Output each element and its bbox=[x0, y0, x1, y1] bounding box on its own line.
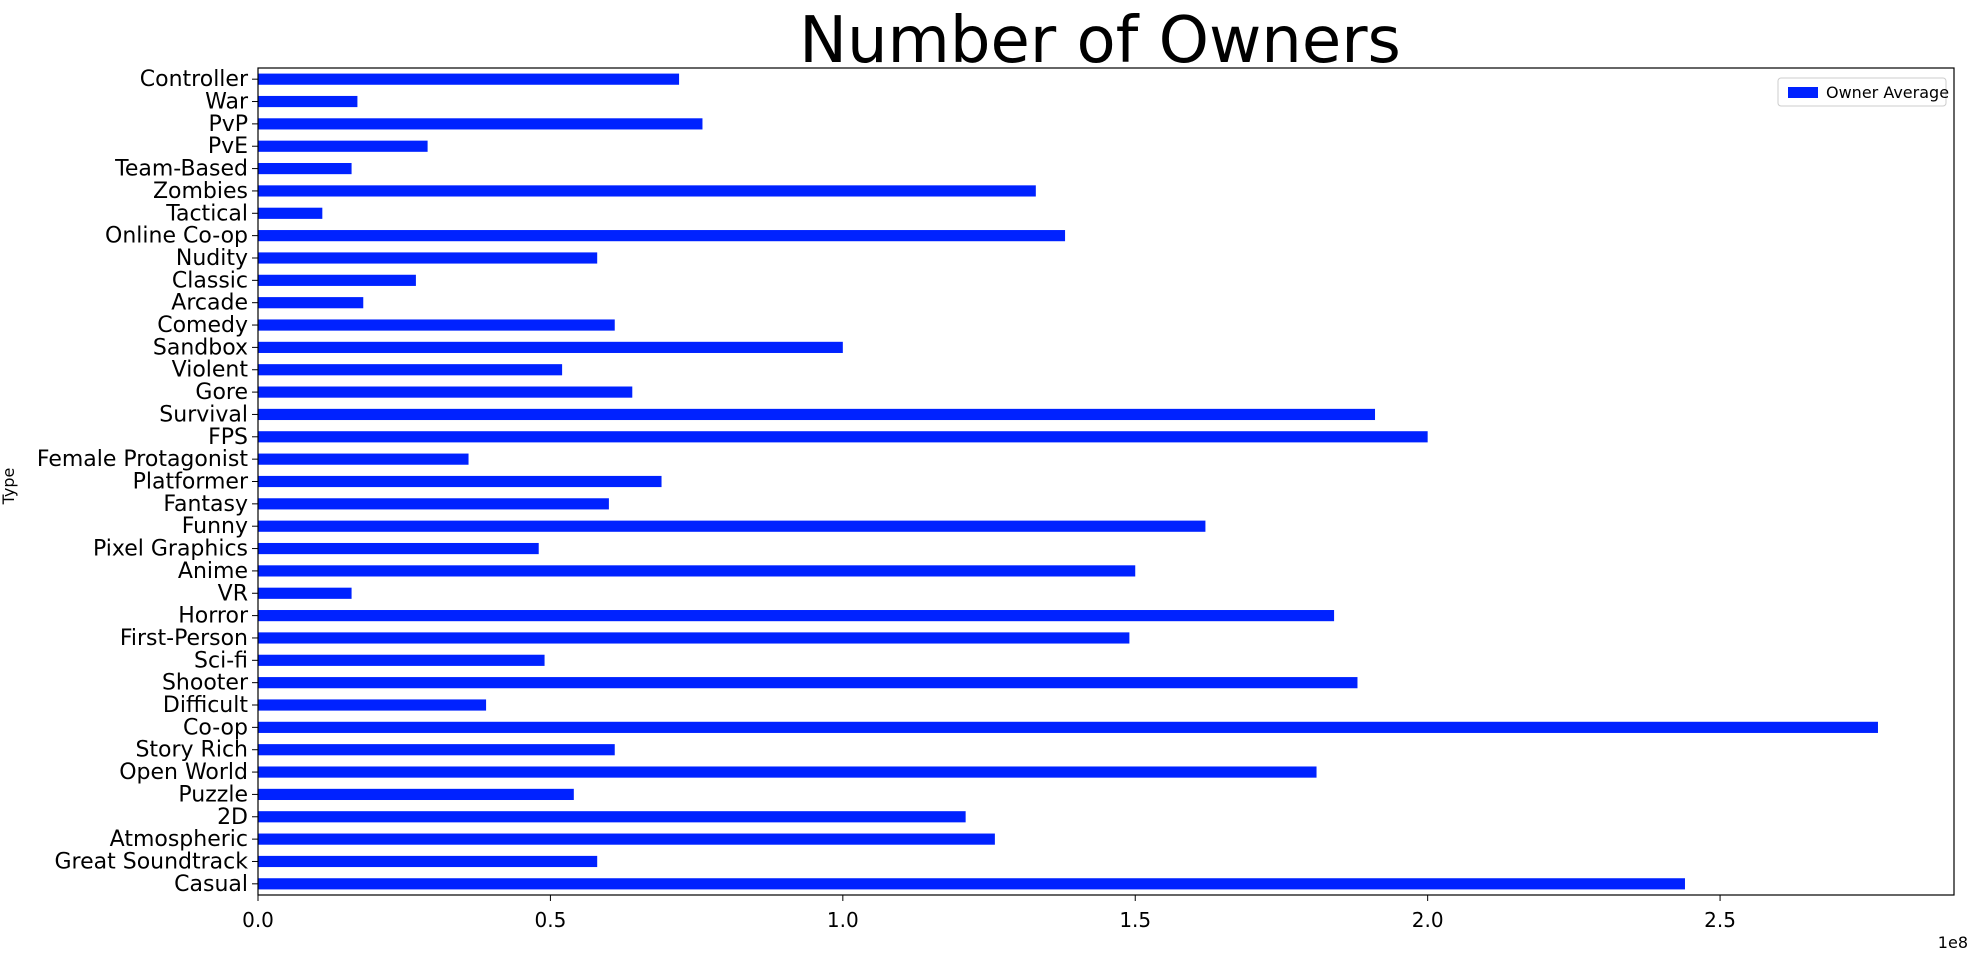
category-label-casual: Casual bbox=[174, 872, 248, 897]
category-label-open-world: Open World bbox=[119, 760, 248, 785]
bar-fantasy bbox=[258, 498, 609, 510]
bar-survival bbox=[258, 408, 1376, 421]
category-label-first-person: First-Person bbox=[120, 626, 248, 651]
bar-casual bbox=[258, 878, 1685, 890]
category-label-platformer: Platformer bbox=[133, 470, 249, 495]
category-label-difficult: Difficult bbox=[163, 693, 248, 718]
bar-controller bbox=[258, 73, 680, 85]
x-tick-label: 0.0 bbox=[242, 908, 274, 932]
category-label-sci-fi: Sci-fi bbox=[194, 648, 248, 673]
category-label-controller: Controller bbox=[140, 67, 249, 92]
x-tick-label: 2.0 bbox=[1412, 908, 1444, 932]
bar-horror bbox=[258, 610, 1335, 622]
bar-story-rich bbox=[258, 744, 615, 756]
bar-pvp bbox=[258, 118, 703, 130]
category-label-zombies: Zombies bbox=[153, 179, 248, 204]
bar-female-protagonist bbox=[258, 453, 469, 465]
bar-online-co-op bbox=[258, 230, 1066, 242]
x-axis-scale-label: 1e8 bbox=[1938, 933, 1968, 952]
bar-nudity bbox=[258, 252, 598, 264]
category-label-puzzle: Puzzle bbox=[178, 782, 248, 807]
legend: Owner Average bbox=[1777, 77, 1949, 107]
bar-pve bbox=[258, 140, 428, 152]
bar-difficult bbox=[258, 699, 487, 711]
category-label-violent: Violent bbox=[172, 358, 249, 383]
x-ticks-group: 0.0 0.5 1.0 1.5 2.0 2.5 bbox=[242, 895, 1736, 932]
bar-violent bbox=[258, 364, 563, 376]
category-label-female-protagonist: Female Protagonist bbox=[37, 447, 248, 472]
bar-first-person bbox=[258, 632, 1130, 644]
category-label-team-based: Team-Based bbox=[114, 157, 248, 182]
bar-2d bbox=[258, 811, 966, 823]
category-label-pve: PvE bbox=[208, 134, 248, 159]
bar-sci-fi bbox=[258, 654, 545, 666]
category-label-great-soundtrack: Great Soundtrack bbox=[54, 849, 248, 874]
category-label-gore: Gore bbox=[195, 380, 248, 405]
category-label-shooter: Shooter bbox=[162, 671, 249, 696]
category-label-2d: 2D bbox=[217, 805, 248, 830]
legend-swatch bbox=[1788, 87, 1818, 98]
category-label-pixel-graphics: Pixel Graphics bbox=[93, 537, 248, 562]
category-label-tactical: Tactical bbox=[165, 201, 248, 226]
bars-group bbox=[258, 73, 1878, 890]
category-label-nudity: Nudity bbox=[176, 246, 248, 271]
category-label-fantasy: Fantasy bbox=[163, 492, 248, 517]
category-label-vr: VR bbox=[218, 581, 248, 606]
bar-co-op bbox=[258, 721, 1878, 733]
bar-comedy bbox=[258, 319, 615, 331]
bar-team-based bbox=[258, 162, 352, 175]
category-label-war: War bbox=[205, 90, 249, 115]
bar-fps bbox=[258, 431, 1428, 443]
category-label-survival: Survival bbox=[159, 402, 248, 427]
bar-platformer bbox=[258, 475, 662, 488]
category-label-co-op: Co-op bbox=[183, 715, 248, 740]
y-axis-label: Type bbox=[0, 468, 18, 506]
x-tick-label: 1.5 bbox=[1119, 908, 1151, 932]
category-label-pvp: PvP bbox=[208, 112, 248, 137]
category-label-fps: FPS bbox=[208, 425, 248, 450]
bar-gore bbox=[258, 386, 633, 398]
legend-box bbox=[1777, 77, 1947, 107]
bar-sandbox bbox=[258, 341, 843, 353]
plot-frame bbox=[257, 67, 1955, 896]
bar-great-soundtrack bbox=[258, 855, 598, 868]
bar-puzzle bbox=[258, 788, 574, 801]
category-label-atmospheric: Atmospheric bbox=[110, 827, 248, 852]
category-label-sandbox: Sandbox bbox=[153, 335, 248, 360]
category-label-horror: Horror bbox=[178, 604, 249, 629]
bar-arcade bbox=[258, 297, 364, 309]
category-label-classic: Classic bbox=[172, 268, 248, 293]
category-label-arcade: Arcade bbox=[171, 291, 248, 316]
bar-zombies bbox=[258, 185, 1036, 197]
category-label-online-co-op: Online Co-op bbox=[105, 224, 248, 249]
bar-atmospheric bbox=[258, 833, 995, 845]
x-tick-label: 2.5 bbox=[1704, 908, 1736, 932]
x-tick-label: 0.5 bbox=[535, 908, 567, 932]
chart-title: Number of Owners bbox=[799, 4, 1401, 78]
bar-anime bbox=[258, 565, 1136, 577]
category-label-story-rich: Story Rich bbox=[135, 738, 248, 763]
x-tick-label: 1.0 bbox=[827, 908, 859, 932]
bar-classic bbox=[258, 274, 416, 286]
bar-funny bbox=[258, 520, 1206, 532]
bar-vr bbox=[258, 587, 352, 599]
category-label-anime: Anime bbox=[178, 559, 248, 584]
bar-pixel-graphics bbox=[258, 542, 539, 555]
bar-war bbox=[258, 95, 358, 108]
category-label-comedy: Comedy bbox=[157, 313, 248, 338]
bar-tactical bbox=[258, 207, 323, 219]
bar-open-world bbox=[258, 766, 1317, 778]
bar-shooter bbox=[258, 677, 1358, 689]
legend-label: Owner Average bbox=[1826, 83, 1949, 102]
category-label-funny: Funny bbox=[182, 514, 248, 539]
